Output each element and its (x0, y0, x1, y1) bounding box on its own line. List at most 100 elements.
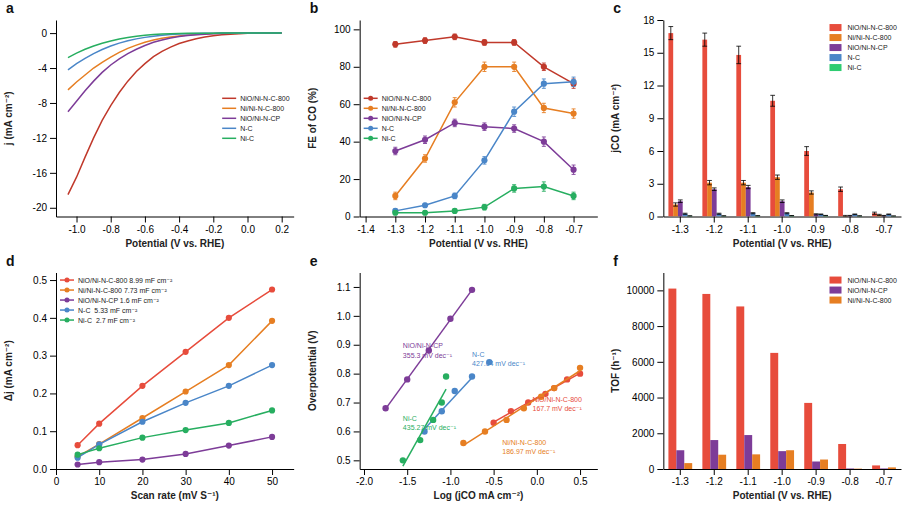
tick: 20 (340, 174, 360, 185)
tick-label: 0.1 (33, 426, 47, 437)
error-bar (857, 215, 862, 216)
error-bar (755, 215, 760, 216)
tick-label: -16 (33, 168, 48, 179)
tick-mark (782, 469, 783, 475)
scatter-series (382, 287, 475, 412)
tick-mark (657, 86, 663, 87)
point (430, 417, 436, 423)
point (570, 110, 576, 116)
tick-mark (657, 184, 663, 185)
bar (718, 455, 726, 469)
tick-label: -0.8 (841, 224, 859, 235)
legend-label: NiO/Ni-N-C-800 (240, 95, 290, 102)
tick-mark (657, 362, 663, 363)
line-series (75, 318, 276, 460)
bar (820, 460, 828, 469)
line-series (392, 34, 576, 89)
marks (392, 34, 576, 216)
tick-label: -0.9 (506, 224, 524, 235)
tick: -1.4 (357, 217, 375, 235)
point (469, 373, 475, 379)
tick-label: 0.3 (33, 350, 47, 361)
tick-mark (354, 460, 360, 461)
tick-label: 6000 (632, 357, 655, 368)
tick: -0.7 (565, 217, 583, 235)
tick-label: -0.7 (875, 476, 893, 487)
bar (702, 294, 710, 469)
point (404, 376, 410, 382)
tick: -1.5 (399, 469, 417, 487)
tick-mark (657, 217, 663, 218)
y-axis-line (360, 273, 361, 470)
legend-label: N-C (240, 125, 252, 132)
tick-mark (657, 53, 663, 54)
tick-mark (425, 217, 426, 223)
point (452, 193, 458, 199)
point (452, 388, 458, 394)
tick: 9 (649, 113, 664, 124)
point (226, 362, 232, 368)
point (439, 399, 445, 405)
tick: 10 (94, 469, 106, 487)
bar (880, 468, 888, 469)
tick-mark (884, 469, 885, 475)
bar-series (687, 215, 895, 216)
line (78, 365, 272, 458)
tick-mark (364, 469, 365, 475)
tick: -0.9 (808, 469, 826, 487)
panel-title: c (613, 0, 621, 16)
legend: NiO/Ni-N-C-800Ni/Ni-N-C-800NiO/Ni-N-CPN-… (222, 95, 290, 142)
tick-label: -0.7 (875, 224, 893, 235)
bar-series (678, 185, 886, 216)
bar (780, 201, 785, 216)
line (78, 290, 272, 446)
legend-label: NiO/Ni-N-CP 1.6 mF cm⁻² (78, 297, 160, 304)
bar (846, 468, 854, 469)
bar (823, 215, 828, 216)
y-axis: 0369121518 (643, 15, 664, 223)
x-axis-title: Potential (V vs. RHE) (733, 238, 832, 249)
legend-label: N-C (848, 54, 860, 61)
bar (684, 463, 692, 469)
annotations: NiO/Ni-N-C-800167.7 mV dec⁻¹Ni/Ni-N-C-80… (403, 342, 583, 455)
y-axis-line (663, 273, 664, 470)
tick-mark (816, 469, 817, 475)
legend-label: NiO/Ni-N-CP (848, 44, 888, 51)
legend-item: Ni-C (364, 135, 396, 142)
point (269, 407, 275, 413)
point (551, 385, 557, 391)
error-bar (872, 212, 877, 214)
tick-label: 9 (649, 113, 655, 124)
tick-mark (407, 469, 408, 475)
point (481, 64, 487, 70)
error-bar (823, 215, 828, 216)
tick-label: 15 (643, 47, 655, 58)
annotation: Ni/Ni-N-C-800186.97 mV dec⁻¹ (502, 439, 556, 455)
legend-label: Ni-C 2.7 mF cm⁻² (78, 317, 136, 324)
tick: 0.5 (337, 455, 360, 466)
bar (838, 189, 843, 216)
point (481, 157, 487, 163)
point (269, 286, 275, 292)
tick: -0.7 (875, 469, 893, 487)
tick: -1.1 (447, 217, 465, 235)
point (481, 39, 487, 45)
line-series (392, 182, 576, 216)
tick-mark (354, 374, 360, 375)
tick: -0.9 (506, 217, 524, 235)
tick: 60 (340, 99, 360, 110)
y-axis-title: j (mA cm⁻²) (3, 91, 14, 146)
tick-mark (50, 103, 56, 104)
bar (721, 215, 726, 216)
panel: -1.0-0.8-0.6-0.4-0.20.00.20-4-8-12-16-20… (3, 0, 294, 249)
bar (717, 214, 722, 217)
tick-label: 0.9 (337, 339, 351, 350)
marks (382, 287, 583, 466)
legend-item: N-C (222, 125, 252, 132)
line (68, 33, 282, 57)
point (226, 383, 232, 389)
tick-mark (354, 287, 360, 288)
tick-mark (816, 217, 817, 223)
line (395, 37, 573, 84)
bar (872, 465, 880, 469)
